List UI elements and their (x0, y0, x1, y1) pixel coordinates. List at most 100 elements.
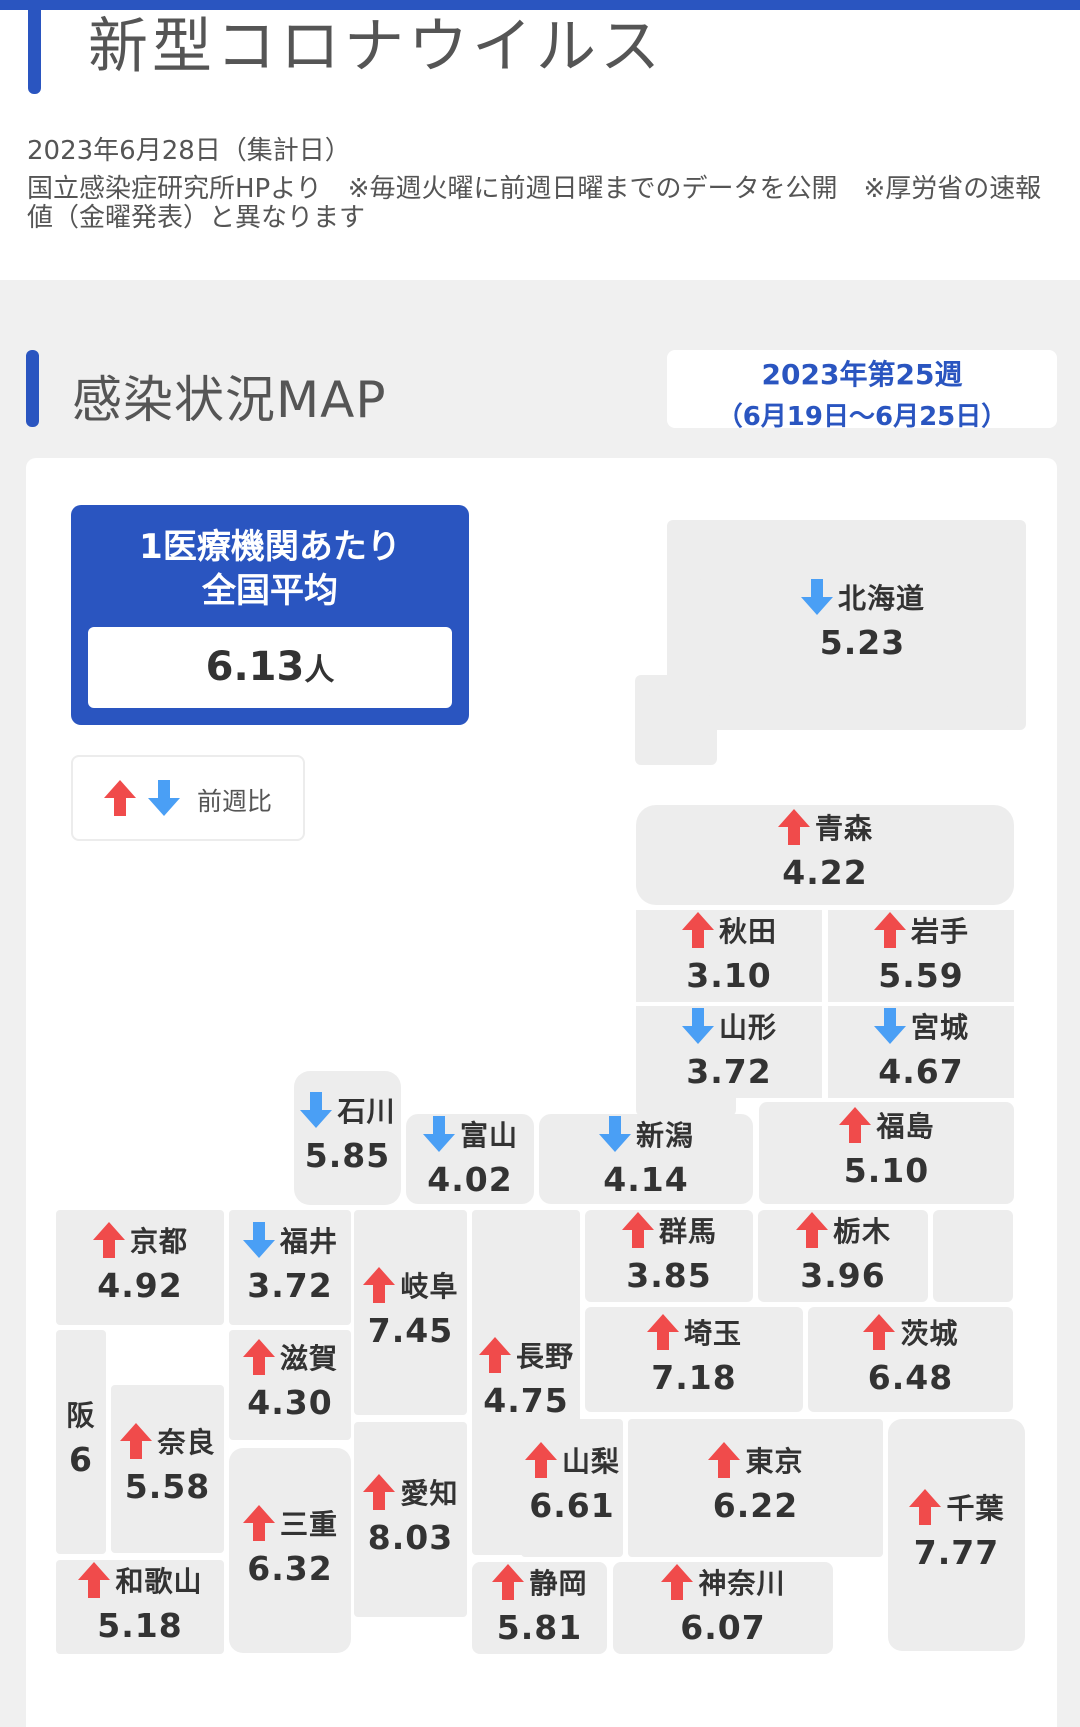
prefecture-name: 長野 (515, 1339, 574, 1373)
prefecture-header: 富山 (406, 1114, 534, 1154)
prefecture-tile[interactable]: 山形 3.72 (636, 1006, 822, 1098)
prefecture-tile[interactable]: 青森 4.22 (636, 805, 1014, 905)
prefecture-header: 秋田 (636, 910, 822, 950)
prefecture-value: 3.96 (800, 1256, 886, 1295)
arrow-up-icon (621, 1211, 655, 1249)
prefecture-tile[interactable]: 北海道 5.23 (700, 520, 1025, 730)
prefecture-name: 石川 (337, 1095, 396, 1128)
prefecture-tile[interactable]: 京都 4.92 (56, 1210, 224, 1325)
arrow-up-icon (908, 1488, 942, 1526)
arrow-up-icon (242, 1338, 276, 1376)
prefecture-content: 静岡 5.81 (472, 1562, 607, 1647)
prefecture-content: 宮城 4.67 (828, 1006, 1014, 1091)
page-title: 新型コロナウイルス (88, 12, 664, 82)
prefecture-tile[interactable]: 福井 3.72 (229, 1210, 351, 1325)
prefecture-value: 5.23 (819, 623, 906, 662)
prefecture-tile[interactable]: 滋賀 4.30 (229, 1330, 351, 1440)
prefecture-content: 岩手 5.59 (828, 910, 1014, 995)
prefecture-tile[interactable]: 富山 4.02 (406, 1114, 534, 1204)
prefecture-name: 秋田 (718, 915, 777, 948)
prefecture-content: 秋田 3.10 (636, 910, 822, 995)
arrow-up-icon (838, 1106, 872, 1144)
prefecture-header: 埼玉 (585, 1312, 803, 1352)
top-accent-bar (0, 0, 1080, 10)
section-accent-bar (26, 350, 39, 427)
arrow-up-icon (242, 1504, 276, 1542)
national-average-title-line1: 1医療機関あたり (139, 527, 401, 567)
prefecture-value: 4.67 (878, 1052, 964, 1091)
prefecture-content: 栃木 3.96 (758, 1210, 928, 1295)
prefecture-value: 3.72 (247, 1265, 333, 1305)
prefecture-content: 北海道 5.23 (700, 577, 1025, 662)
prefecture-header: 東京 (628, 1440, 883, 1480)
prefecture-content: 神奈川 6.07 (613, 1562, 833, 1647)
arrow-up-icon (873, 911, 907, 949)
arrow-up-icon (660, 1563, 694, 1601)
arrow-up-icon (362, 1473, 396, 1511)
prefecture-value: 3.10 (686, 956, 772, 995)
prefecture-tile[interactable]: 静岡 5.81 (472, 1562, 607, 1654)
prefecture-name: 岩手 (910, 915, 969, 948)
arrow-down-icon (800, 578, 834, 616)
arrow-up-icon (707, 1441, 741, 1479)
prefecture-name: 神奈川 (698, 1567, 786, 1600)
prefecture-value: 5.85 (304, 1136, 391, 1175)
prefecture-content: 新潟 4.14 (539, 1114, 753, 1199)
prefecture-header: 青森 (636, 807, 1014, 847)
week-period-box: 2023年第25週 （6月19日〜6月25日） (667, 350, 1057, 432)
prefecture-tile[interactable]: 石川 5.85 (294, 1071, 401, 1205)
prefecture-tile[interactable]: 千葉 7.77 (888, 1419, 1025, 1651)
prefecture-content: 福島 5.10 (759, 1105, 1014, 1190)
prefecture-tile[interactable]: 埼玉 7.18 (585, 1307, 803, 1412)
national-average-value-box: 6.13人 (88, 627, 452, 708)
prefecture-tile[interactable]: 山梨 6.61 (521, 1419, 623, 1557)
prefecture-content: 和歌山 5.18 (56, 1560, 224, 1645)
prefecture-name: 茨城 (900, 1316, 959, 1350)
prefecture-header: 栃木 (758, 1210, 928, 1250)
prefecture-header: 茨城 (808, 1312, 1013, 1352)
prefecture-tile[interactable]: 神奈川 6.07 (613, 1562, 833, 1654)
arrow-up-icon (103, 779, 137, 817)
prefecture-name: 東京 (745, 1445, 804, 1478)
prefecture-tile[interactable]: 群馬 3.85 (585, 1210, 753, 1302)
prefecture-header: 神奈川 (613, 1562, 833, 1602)
prefecture-tile[interactable]: 岩手 5.59 (828, 910, 1014, 1002)
prefecture-tile[interactable]: 茨城 6.48 (808, 1307, 1013, 1412)
prefecture-tile[interactable]: 東京 6.22 (628, 1419, 883, 1557)
prefecture-tile[interactable]: 秋田 3.10 (636, 910, 822, 1002)
prefecture-tile[interactable]: 福島 5.10 (759, 1102, 1014, 1204)
prefecture-header: 宮城 (828, 1006, 1014, 1046)
prefecture-header: 福井 (229, 1220, 351, 1260)
prefecture-value: 4.92 (97, 1265, 183, 1305)
prefecture-tile[interactable]: 奈良 5.58 (111, 1385, 224, 1553)
prefecture-content: 山梨 6.61 (521, 1440, 623, 1525)
arrow-up-icon (777, 808, 811, 846)
prefecture-tile[interactable]: 新潟 4.14 (539, 1114, 753, 1204)
prefecture-header: 静岡 (472, 1562, 607, 1602)
prefecture-value: 3.72 (686, 1052, 772, 1091)
prefecture-header: 山形 (636, 1006, 822, 1046)
prefecture-tile[interactable]: 和歌山 5.18 (56, 1560, 224, 1654)
arrow-down-icon (299, 1091, 333, 1129)
prefecture-value: 6.48 (867, 1357, 954, 1397)
prefecture-tile[interactable]: 宮城 4.67 (828, 1006, 1014, 1098)
prefecture-tile[interactable]: 愛知 8.03 (354, 1422, 467, 1617)
arrow-down-icon (422, 1115, 456, 1153)
prefecture-name: 奈良 (157, 1426, 216, 1459)
prefecture-header: 北海道 (700, 577, 1025, 617)
national-average-box: 1医療機関あたり 全国平均 6.13人 (71, 505, 469, 725)
prefecture-content: 茨城 6.48 (808, 1312, 1013, 1397)
map-shape-hokkaido-tail (635, 675, 717, 765)
prefecture-header: 和歌山 (56, 1560, 224, 1600)
prefecture-value: 5.81 (496, 1608, 583, 1647)
prefecture-tile[interactable]: 三重 6.32 (229, 1448, 351, 1653)
prefecture-tile[interactable]: 栃木 3.96 (758, 1210, 928, 1302)
prefecture-content: 埼玉 7.18 (585, 1312, 803, 1397)
prefecture-value: 4.30 (247, 1383, 333, 1422)
prefecture-tile[interactable]: 岐阜 7.45 (354, 1210, 467, 1415)
prefecture-content: 山形 3.72 (636, 1006, 822, 1091)
prefecture-header: 奈良 (111, 1421, 224, 1461)
prefecture-name: 宮城 (910, 1011, 969, 1044)
